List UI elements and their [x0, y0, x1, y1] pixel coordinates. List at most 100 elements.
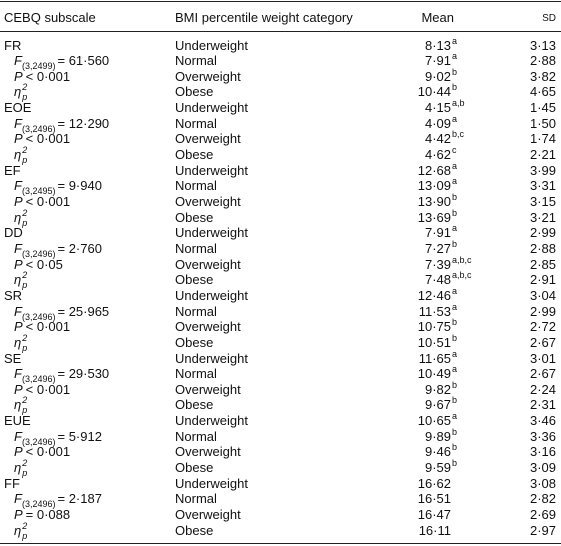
- eta-sub: p: [22, 92, 28, 103]
- mean: 13·09: [417, 178, 451, 194]
- category: Normal: [175, 491, 217, 507]
- mean: 9·46: [424, 444, 451, 460]
- sd: 3·99: [529, 162, 556, 178]
- stat-value: < 0·001: [25, 381, 71, 397]
- stat-symbol: η: [14, 522, 22, 538]
- eta-sup: 2: [22, 207, 28, 218]
- mean: 16·51: [417, 491, 451, 507]
- stat-df: (3,2496): [21, 123, 56, 134]
- stat-df: (3,2496): [21, 311, 56, 322]
- category: Overweight: [175, 68, 241, 84]
- category: Obese: [175, 522, 214, 538]
- eta-sup: 2: [22, 82, 28, 93]
- mean: 9·59: [424, 460, 451, 476]
- stat-cell: F(3,2496) = 25·965: [14, 304, 109, 322]
- category: Overweight: [175, 381, 241, 397]
- category: Underweight: [175, 287, 248, 303]
- category: Obese: [175, 460, 214, 476]
- mean: 7·27: [424, 240, 451, 256]
- subscale-name: FF: [4, 475, 20, 491]
- stat-cell: F(3,2499) = 61·560: [14, 53, 109, 71]
- stat-value: < 0·001: [25, 68, 71, 84]
- mean-superscript: b: [452, 192, 458, 202]
- stat-cell: P < 0·001: [14, 319, 70, 334]
- stat-value: = 5·912: [57, 428, 102, 444]
- stat-symbol: P: [14, 68, 23, 84]
- sd: 3·31: [529, 178, 556, 194]
- mean-superscript: b,c: [452, 129, 465, 140]
- stat-symbol: η: [14, 209, 22, 225]
- eta-sup: 2: [22, 332, 28, 343]
- stat-cell: P < 0·001: [14, 444, 70, 459]
- stat-symbol: η: [14, 460, 22, 476]
- mean: 4·15: [424, 100, 451, 116]
- stat-cell: F(3,2496) = 29·530: [14, 366, 109, 384]
- stat-symbol: η: [14, 272, 22, 288]
- stat-df: (3,2496): [21, 436, 56, 447]
- mean: 13·90: [417, 194, 451, 209]
- mean: 9·67: [424, 397, 451, 413]
- mean-superscript: a: [452, 223, 458, 234]
- mean: 12·46: [417, 287, 451, 303]
- stat-cell: F(3,2496) = 2·187: [14, 491, 102, 509]
- stat-symbol: η: [14, 147, 22, 163]
- category: Overweight: [175, 256, 241, 272]
- mean: 13·69: [417, 209, 451, 225]
- sd: 2·67: [529, 366, 556, 382]
- stat-cell: P = 0·088: [14, 507, 70, 522]
- mean-superscript: a: [452, 160, 458, 171]
- mean-superscript: a,b: [452, 98, 465, 109]
- subscale-name: EF: [4, 162, 21, 178]
- mean-superscript: b: [452, 379, 458, 390]
- sd: 1·50: [529, 115, 556, 131]
- category: Underweight: [175, 413, 248, 429]
- mean-superscript: b: [452, 66, 458, 77]
- stat-df: (3,2496): [21, 248, 56, 259]
- sd: 2·31: [529, 397, 556, 413]
- mean: 4·42: [424, 131, 451, 147]
- stat-cell: F(3,2496) = 12·290: [14, 115, 109, 134]
- stat-cell: P < 0·05: [14, 257, 63, 272]
- category: Obese: [175, 397, 214, 413]
- stat-symbol: P: [14, 507, 23, 522]
- mean: 16·47: [417, 507, 451, 522]
- eta-sub: p: [22, 468, 28, 479]
- sd: 3·21: [529, 209, 556, 225]
- mean: 10·49: [417, 366, 451, 382]
- category: Normal: [175, 115, 217, 131]
- subscale-name: EOE: [4, 100, 32, 116]
- mean-superscript: b: [452, 332, 458, 343]
- category: Underweight: [175, 350, 248, 366]
- subscale-name: FR: [4, 37, 22, 53]
- sd: 3·36: [529, 428, 556, 444]
- mean-superscript: a: [452, 348, 458, 359]
- stat-symbol: P: [14, 381, 23, 397]
- mean: 8·13: [424, 37, 451, 53]
- stat-symbol: P: [14, 319, 23, 335]
- header-cell: SD: [542, 13, 556, 24]
- sd: 4·65: [529, 84, 556, 100]
- mean: 11·65: [418, 350, 451, 366]
- sd: 2·99: [529, 303, 556, 319]
- category: Overweight: [175, 319, 241, 335]
- mean: 10·75: [417, 319, 451, 335]
- stat-value: = 9·940: [57, 178, 102, 194]
- subscale-name: EUE: [4, 413, 31, 429]
- stat-symbol: F: [14, 115, 22, 131]
- header-cell: Mean: [421, 10, 454, 25]
- sd: 2·67: [529, 334, 556, 350]
- sd: 3·13: [529, 37, 556, 53]
- eta-sub: p: [22, 405, 28, 416]
- category: Underweight: [175, 100, 248, 116]
- eta-sup: 2: [22, 520, 28, 531]
- stat-value: = 0·088: [25, 507, 71, 522]
- category: Overweight: [175, 507, 241, 522]
